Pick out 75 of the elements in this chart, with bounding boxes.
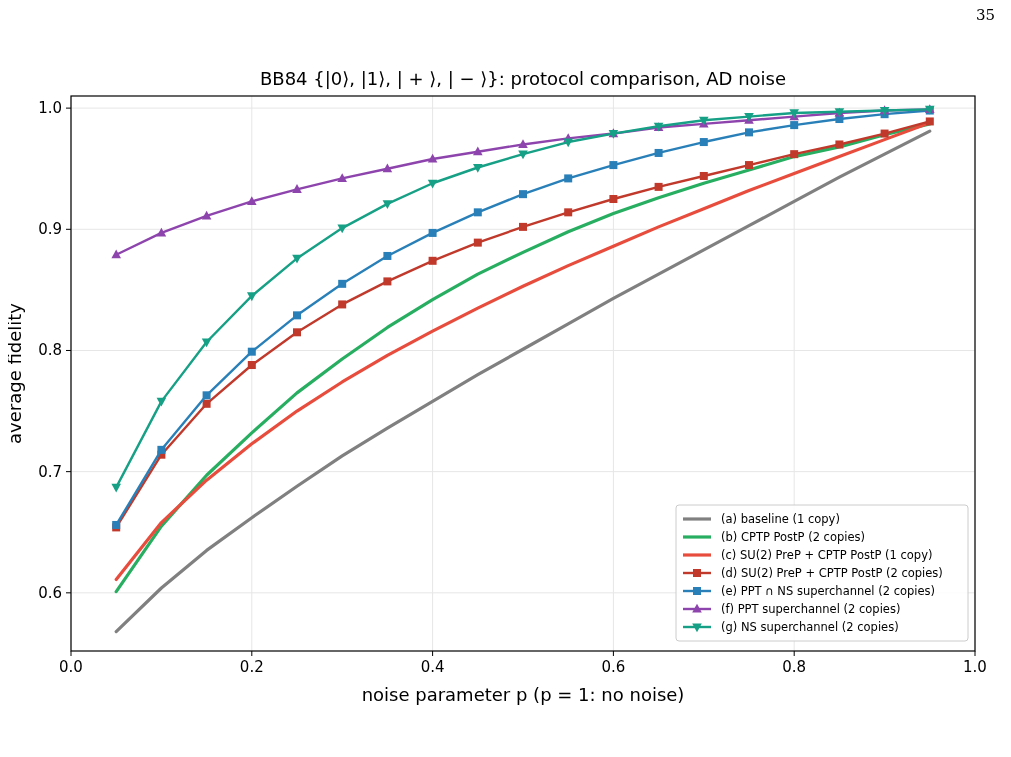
point bbox=[835, 140, 844, 149]
x-tick-label: 0.4 bbox=[420, 658, 445, 676]
point bbox=[338, 300, 347, 309]
x-tick-label: 0.2 bbox=[239, 658, 264, 676]
point bbox=[564, 174, 573, 183]
point bbox=[473, 146, 483, 156]
point bbox=[428, 228, 437, 237]
legend-label: (d) SU(2) PreP + CPTP PostP (2 copies) bbox=[721, 566, 943, 580]
x-tick-label: 0.6 bbox=[601, 658, 626, 676]
point bbox=[790, 121, 799, 130]
point bbox=[202, 391, 211, 400]
point bbox=[699, 138, 708, 147]
y-tick-label: 0.9 bbox=[38, 220, 62, 239]
point bbox=[383, 251, 392, 260]
point bbox=[745, 128, 753, 137]
legend-label: (a) baseline (1 copy) bbox=[721, 512, 840, 526]
point bbox=[201, 338, 212, 348]
point bbox=[564, 208, 573, 217]
point bbox=[247, 196, 257, 206]
legend-label: (c) SU(2) PreP + CPTP PostP (1 copy) bbox=[721, 548, 933, 562]
point bbox=[337, 173, 347, 182]
point bbox=[654, 182, 663, 191]
point bbox=[292, 184, 302, 193]
point bbox=[519, 190, 527, 199]
point bbox=[382, 163, 393, 173]
point bbox=[427, 179, 438, 189]
legend-label: (b) CPTP PostP (2 copies) bbox=[721, 530, 866, 544]
point bbox=[563, 138, 573, 148]
y-tick-label: 1.0 bbox=[38, 99, 62, 118]
point bbox=[383, 277, 392, 286]
point bbox=[473, 163, 483, 173]
point bbox=[790, 150, 799, 159]
y-tick-label: 0.8 bbox=[38, 341, 62, 360]
x-tick-label: 1.0 bbox=[963, 658, 987, 676]
legend-label: (f) PPT superchannel (2 copies) bbox=[721, 602, 901, 616]
x-tick-label: 0.8 bbox=[782, 658, 807, 676]
point bbox=[111, 483, 121, 493]
point bbox=[156, 397, 167, 407]
point bbox=[518, 139, 528, 149]
point bbox=[473, 208, 482, 217]
point bbox=[745, 161, 753, 170]
point bbox=[247, 347, 256, 356]
point bbox=[473, 238, 482, 247]
point bbox=[337, 224, 347, 234]
point bbox=[247, 292, 257, 302]
point bbox=[880, 129, 889, 138]
point bbox=[518, 150, 528, 160]
y-tick-label: 0.6 bbox=[38, 583, 62, 602]
point bbox=[699, 171, 708, 180]
legend-label: (g) NS superchannel (2 copies) bbox=[721, 620, 899, 634]
point bbox=[427, 153, 438, 163]
point bbox=[202, 399, 211, 408]
point bbox=[609, 161, 618, 170]
point bbox=[925, 117, 934, 126]
text: 35 bbox=[975, 6, 995, 24]
point bbox=[654, 148, 663, 157]
y-axis-title: average fidelity bbox=[4, 302, 25, 444]
point bbox=[609, 195, 618, 203]
point bbox=[382, 200, 393, 210]
point bbox=[157, 445, 166, 454]
point bbox=[247, 361, 256, 370]
y-tick-label: 0.7 bbox=[38, 462, 62, 481]
point bbox=[201, 210, 212, 220]
chart-title: BB84 {|0⟩, |1⟩, | + ⟩, | − ⟩}: protocol comparison, AD noise bbox=[259, 68, 787, 89]
legend-label: (e) PPT ∩ NS superchannel (2 copies) bbox=[721, 584, 936, 598]
point bbox=[111, 249, 121, 259]
point bbox=[156, 227, 167, 237]
point bbox=[428, 256, 437, 265]
point bbox=[338, 279, 347, 288]
x-tick-label: 0.0 bbox=[59, 658, 83, 676]
point bbox=[519, 222, 527, 231]
x-axis-title: noise parameter p (p = 1: no noise) bbox=[361, 684, 685, 705]
point bbox=[292, 254, 302, 264]
point bbox=[293, 328, 301, 337]
point bbox=[293, 311, 301, 320]
